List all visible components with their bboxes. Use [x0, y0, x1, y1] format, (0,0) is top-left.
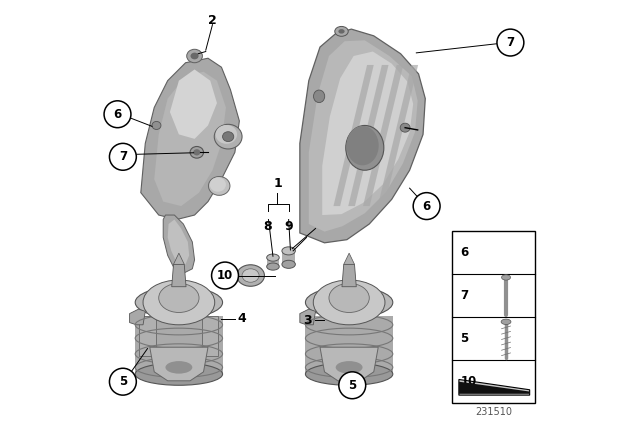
Ellipse shape: [159, 284, 199, 313]
Polygon shape: [342, 264, 356, 287]
Polygon shape: [168, 220, 189, 264]
Ellipse shape: [187, 49, 202, 63]
Ellipse shape: [135, 287, 223, 318]
Ellipse shape: [152, 121, 161, 129]
Ellipse shape: [305, 363, 393, 385]
Text: 10: 10: [460, 375, 476, 388]
Ellipse shape: [237, 265, 264, 286]
Text: 3: 3: [303, 314, 312, 327]
Polygon shape: [130, 309, 145, 325]
Ellipse shape: [216, 125, 237, 144]
Polygon shape: [459, 379, 530, 395]
Polygon shape: [141, 58, 239, 220]
Circle shape: [413, 193, 440, 220]
Polygon shape: [140, 316, 156, 356]
Polygon shape: [173, 253, 184, 264]
Circle shape: [497, 29, 524, 56]
Ellipse shape: [502, 275, 511, 280]
Ellipse shape: [214, 125, 242, 149]
Circle shape: [109, 368, 136, 395]
Text: 5: 5: [348, 379, 356, 392]
Ellipse shape: [314, 90, 324, 103]
Text: 6: 6: [113, 108, 122, 121]
Text: 5: 5: [460, 332, 468, 345]
Circle shape: [212, 262, 239, 289]
Ellipse shape: [209, 177, 230, 195]
Text: 5: 5: [119, 375, 127, 388]
Ellipse shape: [242, 269, 259, 282]
Polygon shape: [348, 65, 388, 206]
Polygon shape: [333, 65, 374, 206]
Text: 7: 7: [119, 150, 127, 164]
Polygon shape: [154, 72, 226, 206]
FancyBboxPatch shape: [452, 231, 535, 403]
Ellipse shape: [191, 53, 198, 60]
Polygon shape: [300, 29, 425, 243]
Ellipse shape: [305, 287, 393, 318]
Ellipse shape: [190, 146, 204, 158]
Text: 4: 4: [237, 312, 246, 326]
Ellipse shape: [329, 284, 369, 313]
Ellipse shape: [501, 319, 511, 324]
Polygon shape: [300, 309, 316, 325]
Text: 9: 9: [284, 220, 293, 233]
Ellipse shape: [346, 126, 379, 165]
Ellipse shape: [210, 177, 226, 192]
Polygon shape: [170, 69, 217, 139]
Text: 7: 7: [506, 36, 515, 49]
Polygon shape: [459, 382, 530, 394]
Polygon shape: [320, 347, 378, 381]
Text: 7: 7: [460, 289, 468, 302]
Text: 6: 6: [460, 246, 468, 259]
Text: 1: 1: [273, 177, 282, 190]
Polygon shape: [309, 40, 418, 232]
Ellipse shape: [135, 363, 223, 385]
Polygon shape: [172, 264, 186, 287]
Ellipse shape: [143, 280, 215, 325]
Polygon shape: [344, 253, 355, 264]
Text: 8: 8: [264, 220, 273, 233]
Ellipse shape: [193, 149, 200, 155]
Ellipse shape: [282, 247, 296, 255]
Text: 2: 2: [208, 13, 217, 27]
Ellipse shape: [314, 280, 385, 325]
Text: 10: 10: [217, 269, 233, 282]
Polygon shape: [323, 52, 413, 215]
Polygon shape: [163, 215, 195, 273]
Circle shape: [339, 372, 365, 399]
Ellipse shape: [336, 361, 362, 374]
Polygon shape: [202, 316, 218, 356]
Circle shape: [109, 143, 136, 170]
Ellipse shape: [267, 263, 279, 270]
Circle shape: [104, 101, 131, 128]
Ellipse shape: [335, 26, 348, 36]
Polygon shape: [363, 65, 403, 206]
Ellipse shape: [339, 29, 345, 34]
Ellipse shape: [282, 260, 296, 268]
Ellipse shape: [223, 132, 234, 142]
Text: 231510: 231510: [475, 407, 512, 417]
Polygon shape: [150, 347, 208, 381]
Polygon shape: [135, 316, 223, 374]
Ellipse shape: [267, 254, 279, 261]
Ellipse shape: [400, 123, 410, 132]
Ellipse shape: [346, 125, 384, 170]
Polygon shape: [378, 65, 418, 206]
Polygon shape: [305, 316, 393, 374]
Ellipse shape: [165, 361, 192, 374]
Polygon shape: [282, 251, 296, 264]
Polygon shape: [267, 258, 279, 267]
Text: 6: 6: [422, 199, 431, 213]
